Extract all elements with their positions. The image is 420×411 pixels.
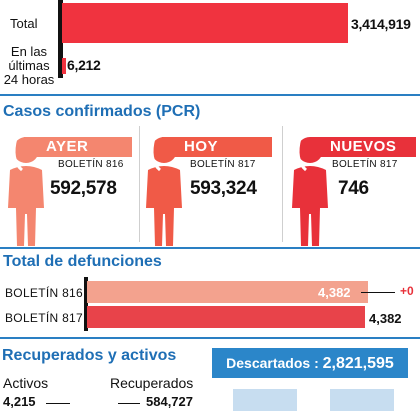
descartados-box: Descartados : 2,821,595 xyxy=(212,348,408,378)
value-nuevos: 746 xyxy=(338,178,369,199)
activos-label: Activos xyxy=(3,375,49,391)
recuperados-value: 584,727 xyxy=(146,394,193,409)
axis-line xyxy=(84,277,88,331)
deaths-row-label: BOLETÍN 817 xyxy=(5,311,84,325)
deaths-bar-816 xyxy=(87,281,368,303)
recovered-title: Recuperados y activos xyxy=(2,347,177,364)
last24-line-1: En las xyxy=(10,44,48,59)
deaths-bar-817 xyxy=(87,306,365,328)
last24-line-2: últimas xyxy=(8,58,50,73)
deaths-title: Total de defunciones xyxy=(3,253,162,270)
deaths-row-label: BOLETÍN 816 xyxy=(5,286,84,300)
last24-bar xyxy=(62,58,66,74)
activos-value: 4,215 xyxy=(3,394,36,409)
divider xyxy=(0,94,420,96)
recuperados-connector xyxy=(118,403,140,404)
recuperados-label: Recuperados xyxy=(110,375,194,391)
divider xyxy=(0,337,420,339)
deaths-value-817: 4,382 xyxy=(369,311,402,326)
tag-ayer: AYER xyxy=(24,137,132,157)
descartados-value: 2,821,595 xyxy=(322,355,394,372)
total-value: 3,414,919 xyxy=(351,16,411,32)
value-ayer: 592,578 xyxy=(50,178,117,199)
last24-value: 6,212 xyxy=(67,57,101,73)
card-divider xyxy=(139,126,140,242)
descartados-bar-left xyxy=(233,389,297,411)
descartados-label: Descartados : xyxy=(226,355,319,371)
total-label: Total xyxy=(10,16,38,31)
last24-line-3: 24 horas xyxy=(3,72,55,87)
axis-line xyxy=(58,0,63,78)
deaths-value-816: 4,382 xyxy=(318,285,351,300)
boletin-hoy: BOLETÍN 817 xyxy=(190,159,256,170)
pcr-title: Casos confirmados (PCR) xyxy=(3,103,201,120)
boletin-nuevos: BOLETÍN 817 xyxy=(332,159,398,170)
delta-connector xyxy=(361,292,395,293)
activos-connector xyxy=(46,403,70,404)
descartados-bar-right xyxy=(330,389,394,411)
tag-hoy: HOY xyxy=(162,137,272,157)
tag-nuevos: NUEVOS xyxy=(310,137,416,157)
value-hoy: 593,324 xyxy=(190,178,257,199)
boletin-ayer: BOLETÍN 816 xyxy=(58,159,124,170)
deaths-delta: +0 xyxy=(400,284,414,298)
last24-label: En las últimas 24 horas xyxy=(2,45,56,87)
card-divider xyxy=(282,126,283,242)
total-bar xyxy=(62,3,348,43)
divider xyxy=(0,247,420,249)
